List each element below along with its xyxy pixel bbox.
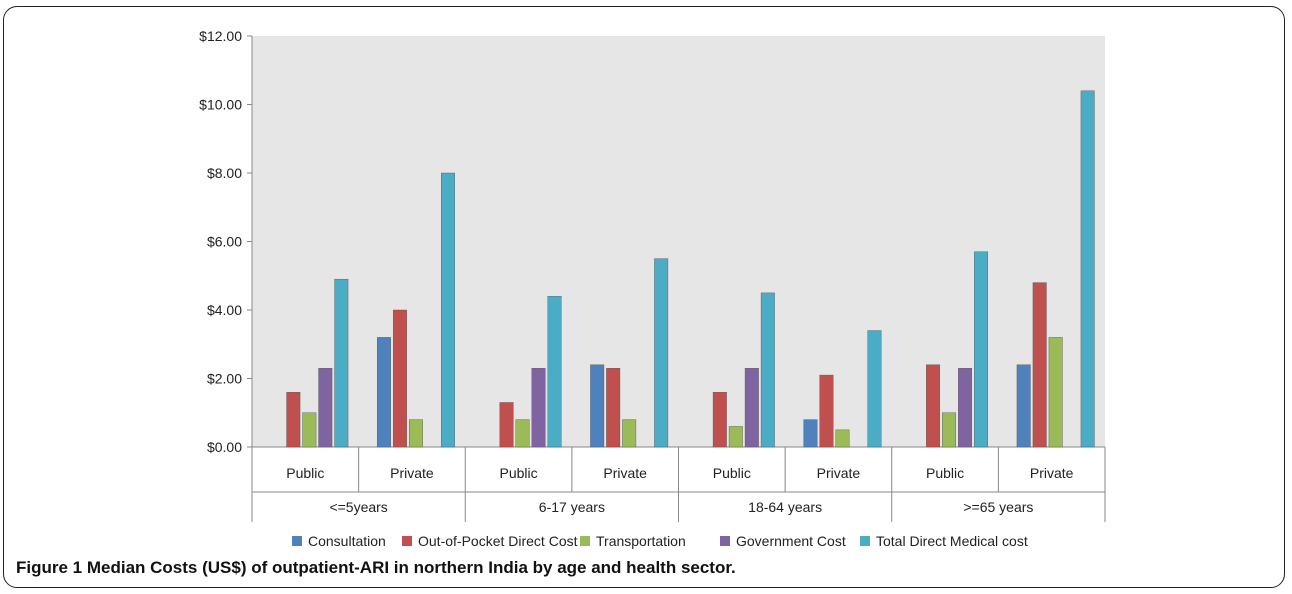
bar [1080,90,1095,448]
bar [408,419,423,448]
bar [318,368,333,448]
legend-swatch [292,536,302,546]
legend-label: Out-of-Pocket Direct Cost [418,533,578,549]
x-group-label: 18-64 years [748,499,822,515]
bar [712,392,727,448]
chart-legend: Consultation Out-of-Pocket Direct Cost Tra… [0,533,1292,555]
bar [1032,282,1047,448]
y-tick-label: $0.00 [207,439,242,455]
legend-label: Transportation [596,533,686,549]
bar [334,278,349,448]
figure-frame [3,6,1285,588]
bar [803,419,818,448]
bar [654,258,669,448]
bar [286,392,301,448]
x-tick-label: Private [603,465,647,481]
bar [440,172,455,448]
bar [606,368,621,448]
y-tick-label: $2.00 [207,371,242,387]
legend-item: Transportation [580,533,686,549]
bar [867,330,882,448]
legend-swatch [720,536,730,546]
x-tick-label: Private [817,465,861,481]
y-tick-label: $10.00 [199,97,242,113]
figure-caption: Figure 1 Median Costs (US$) of outpatien… [16,558,736,578]
bar [926,364,941,448]
legend-label: Total Direct Medical cost [876,533,1028,549]
bar [499,402,514,448]
x-group-label: <=5years [329,499,387,515]
figure-label: Figure 1 [16,558,83,577]
x-tick-label: Private [1030,465,1074,481]
x-tick-label: Public [286,465,324,481]
bar [376,337,391,448]
legend-item: Consultation [292,533,386,549]
bar [392,309,407,448]
bar [958,368,973,448]
bar [942,412,957,448]
bar [302,412,317,448]
bar [819,374,834,448]
x-tick-label: Public [499,465,537,481]
x-group-label: >=65 years [963,499,1033,515]
x-tick-label: Public [713,465,751,481]
y-tick-label: $6.00 [207,234,242,250]
y-tick-label: $8.00 [207,165,242,181]
bar [760,292,775,448]
bar [835,429,850,448]
y-tick-label: $12.00 [199,28,242,44]
legend-item: Out-of-Pocket Direct Cost [402,533,578,549]
bar [744,368,759,448]
x-tick-label: Public [926,465,964,481]
bar [622,419,637,448]
legend-label: Consultation [308,533,386,549]
bar [547,296,562,448]
legend-swatch [402,536,412,546]
legend-swatch [580,536,590,546]
x-tick-label: Private [390,465,434,481]
bar [974,251,989,448]
legend-swatch [860,536,870,546]
bar [515,419,530,448]
x-group-label: 6-17 years [539,499,605,515]
bar [1048,337,1063,448]
legend-label: Government Cost [736,533,846,549]
y-tick-label: $4.00 [207,302,242,318]
legend-item: Government Cost [720,533,846,549]
legend-item: Total Direct Medical cost [860,533,1028,549]
figure-caption-text: Median Costs (US$) of outpatient-ARI in … [86,558,736,577]
bar [1016,364,1031,448]
bar [590,364,605,448]
bar [531,368,546,448]
bar [728,426,743,448]
